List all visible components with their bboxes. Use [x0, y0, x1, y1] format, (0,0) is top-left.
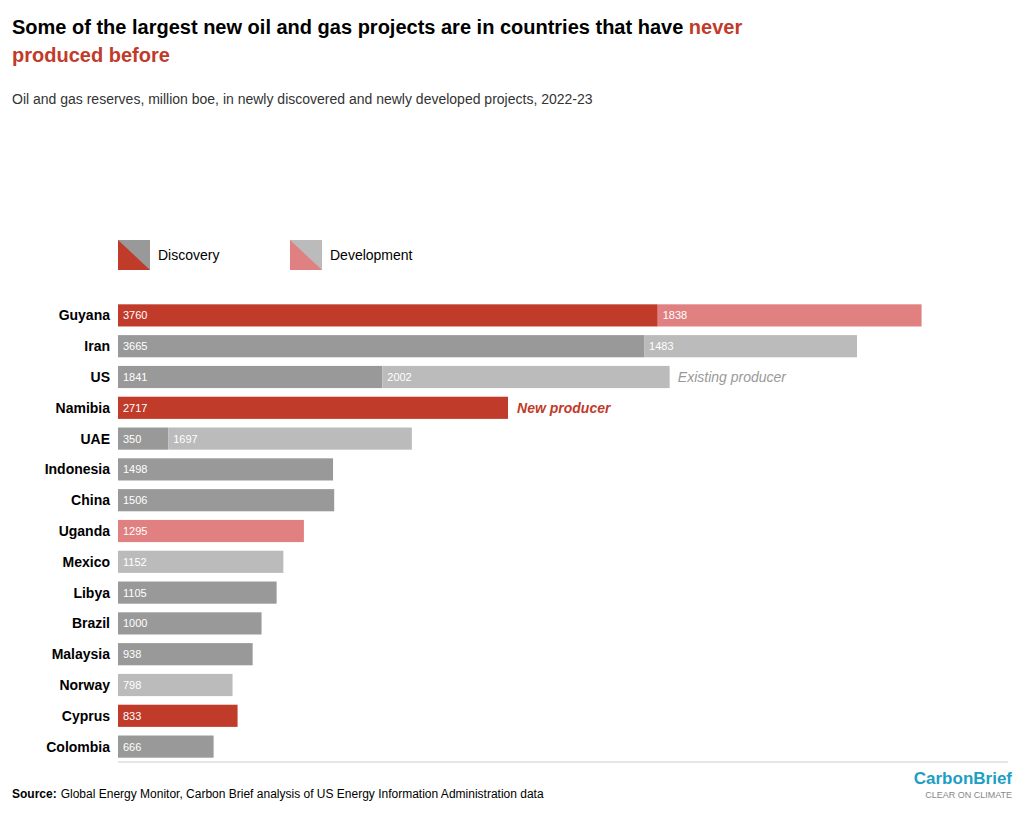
source-text: Global Energy Monitor, Carbon Brief anal…: [61, 787, 544, 801]
source-label: Source:: [12, 787, 57, 801]
legend-swatch: [118, 240, 150, 270]
data-label: 1152: [123, 556, 147, 568]
legend-label: Discovery: [158, 247, 219, 263]
data-label: 1697: [173, 433, 197, 445]
data-label: 3760: [123, 309, 147, 321]
data-label: 350: [123, 433, 141, 445]
legend-item: Discovery: [118, 240, 219, 270]
bar: [118, 674, 233, 696]
data-label: 3665: [123, 340, 147, 352]
y-tick-label: Libya: [73, 585, 110, 601]
legend-swatch: [290, 240, 322, 270]
title-part: never: [689, 16, 743, 38]
brand-tagline: CLEAR ON CLIMATE: [925, 790, 1012, 800]
bar: [118, 458, 333, 480]
y-tick-label: China: [71, 492, 110, 508]
data-label: 1506: [123, 494, 147, 506]
legend-swatch: [118, 240, 150, 270]
bar: [118, 736, 214, 758]
y-tick-label: Norway: [59, 677, 110, 693]
bar: [118, 428, 168, 450]
data-label: 1105: [123, 587, 147, 599]
y-tick-label: Indonesia: [45, 461, 111, 477]
y-tick-label: Guyana: [59, 307, 111, 323]
bar: [118, 551, 283, 573]
bar: [118, 643, 253, 665]
bar: [118, 705, 238, 727]
bar: [118, 397, 508, 419]
y-tick-label: Iran: [84, 338, 110, 354]
bar: [118, 489, 334, 511]
data-label: 666: [123, 741, 141, 753]
y-tick-label: Cyprus: [62, 708, 110, 724]
source: Source: Global Energy Monitor, Carbon Bri…: [12, 787, 544, 801]
data-label: 1295: [123, 525, 147, 537]
data-label: 1838: [663, 309, 687, 321]
legend-swatch: [290, 240, 322, 270]
y-tick-label: Uganda: [59, 523, 111, 539]
subtitle: Oil and gas reserves, million boe, in ne…: [12, 91, 593, 107]
data-label: 798: [123, 679, 141, 691]
y-tick-label: Malaysia: [52, 646, 111, 662]
data-label: 2717: [123, 402, 147, 414]
bar: [118, 304, 658, 326]
title-part: Some of the largest new oil and gas proj…: [12, 16, 689, 38]
legend-item: Development: [290, 240, 413, 270]
bar: [118, 366, 382, 388]
data-label: 938: [123, 648, 141, 660]
bar: [118, 582, 277, 604]
title: produced before: [12, 44, 170, 66]
y-tick-label: UAE: [80, 431, 110, 447]
annotation: New producer: [517, 400, 612, 416]
bar: [658, 304, 922, 326]
bar: [644, 335, 857, 357]
data-label: 833: [123, 710, 141, 722]
data-label: 1483: [649, 340, 673, 352]
data-label: 1498: [123, 463, 147, 475]
data-label: 2002: [387, 371, 411, 383]
title: Some of the largest new oil and gas proj…: [12, 16, 742, 38]
data-label: 1000: [123, 617, 147, 629]
bar: [118, 335, 644, 357]
legend-label: Development: [330, 247, 413, 263]
bars: [118, 304, 922, 757]
y-tick-label: Colombia: [46, 739, 110, 755]
data-label: 1841: [123, 371, 147, 383]
annotation: Existing producer: [678, 369, 788, 385]
bar: [118, 520, 304, 542]
y-tick-label: Mexico: [63, 554, 110, 570]
x-axis: [118, 762, 1008, 763]
bar: [168, 428, 412, 450]
y-tick-label: Brazil: [72, 615, 110, 631]
bar: [118, 612, 262, 634]
brand: CarbonBrief: [914, 769, 1013, 788]
y-tick-label: US: [91, 369, 110, 385]
bar: [382, 366, 669, 388]
y-tick-label: Namibia: [56, 400, 111, 416]
title-part: produced before: [12, 44, 170, 66]
chart: Some of the largest new oil and gas proj…: [0, 0, 1024, 818]
data-labels: 3760 1838 3665 1483 1841 2002 2717 350 1697 1498 1…: [123, 309, 687, 752]
